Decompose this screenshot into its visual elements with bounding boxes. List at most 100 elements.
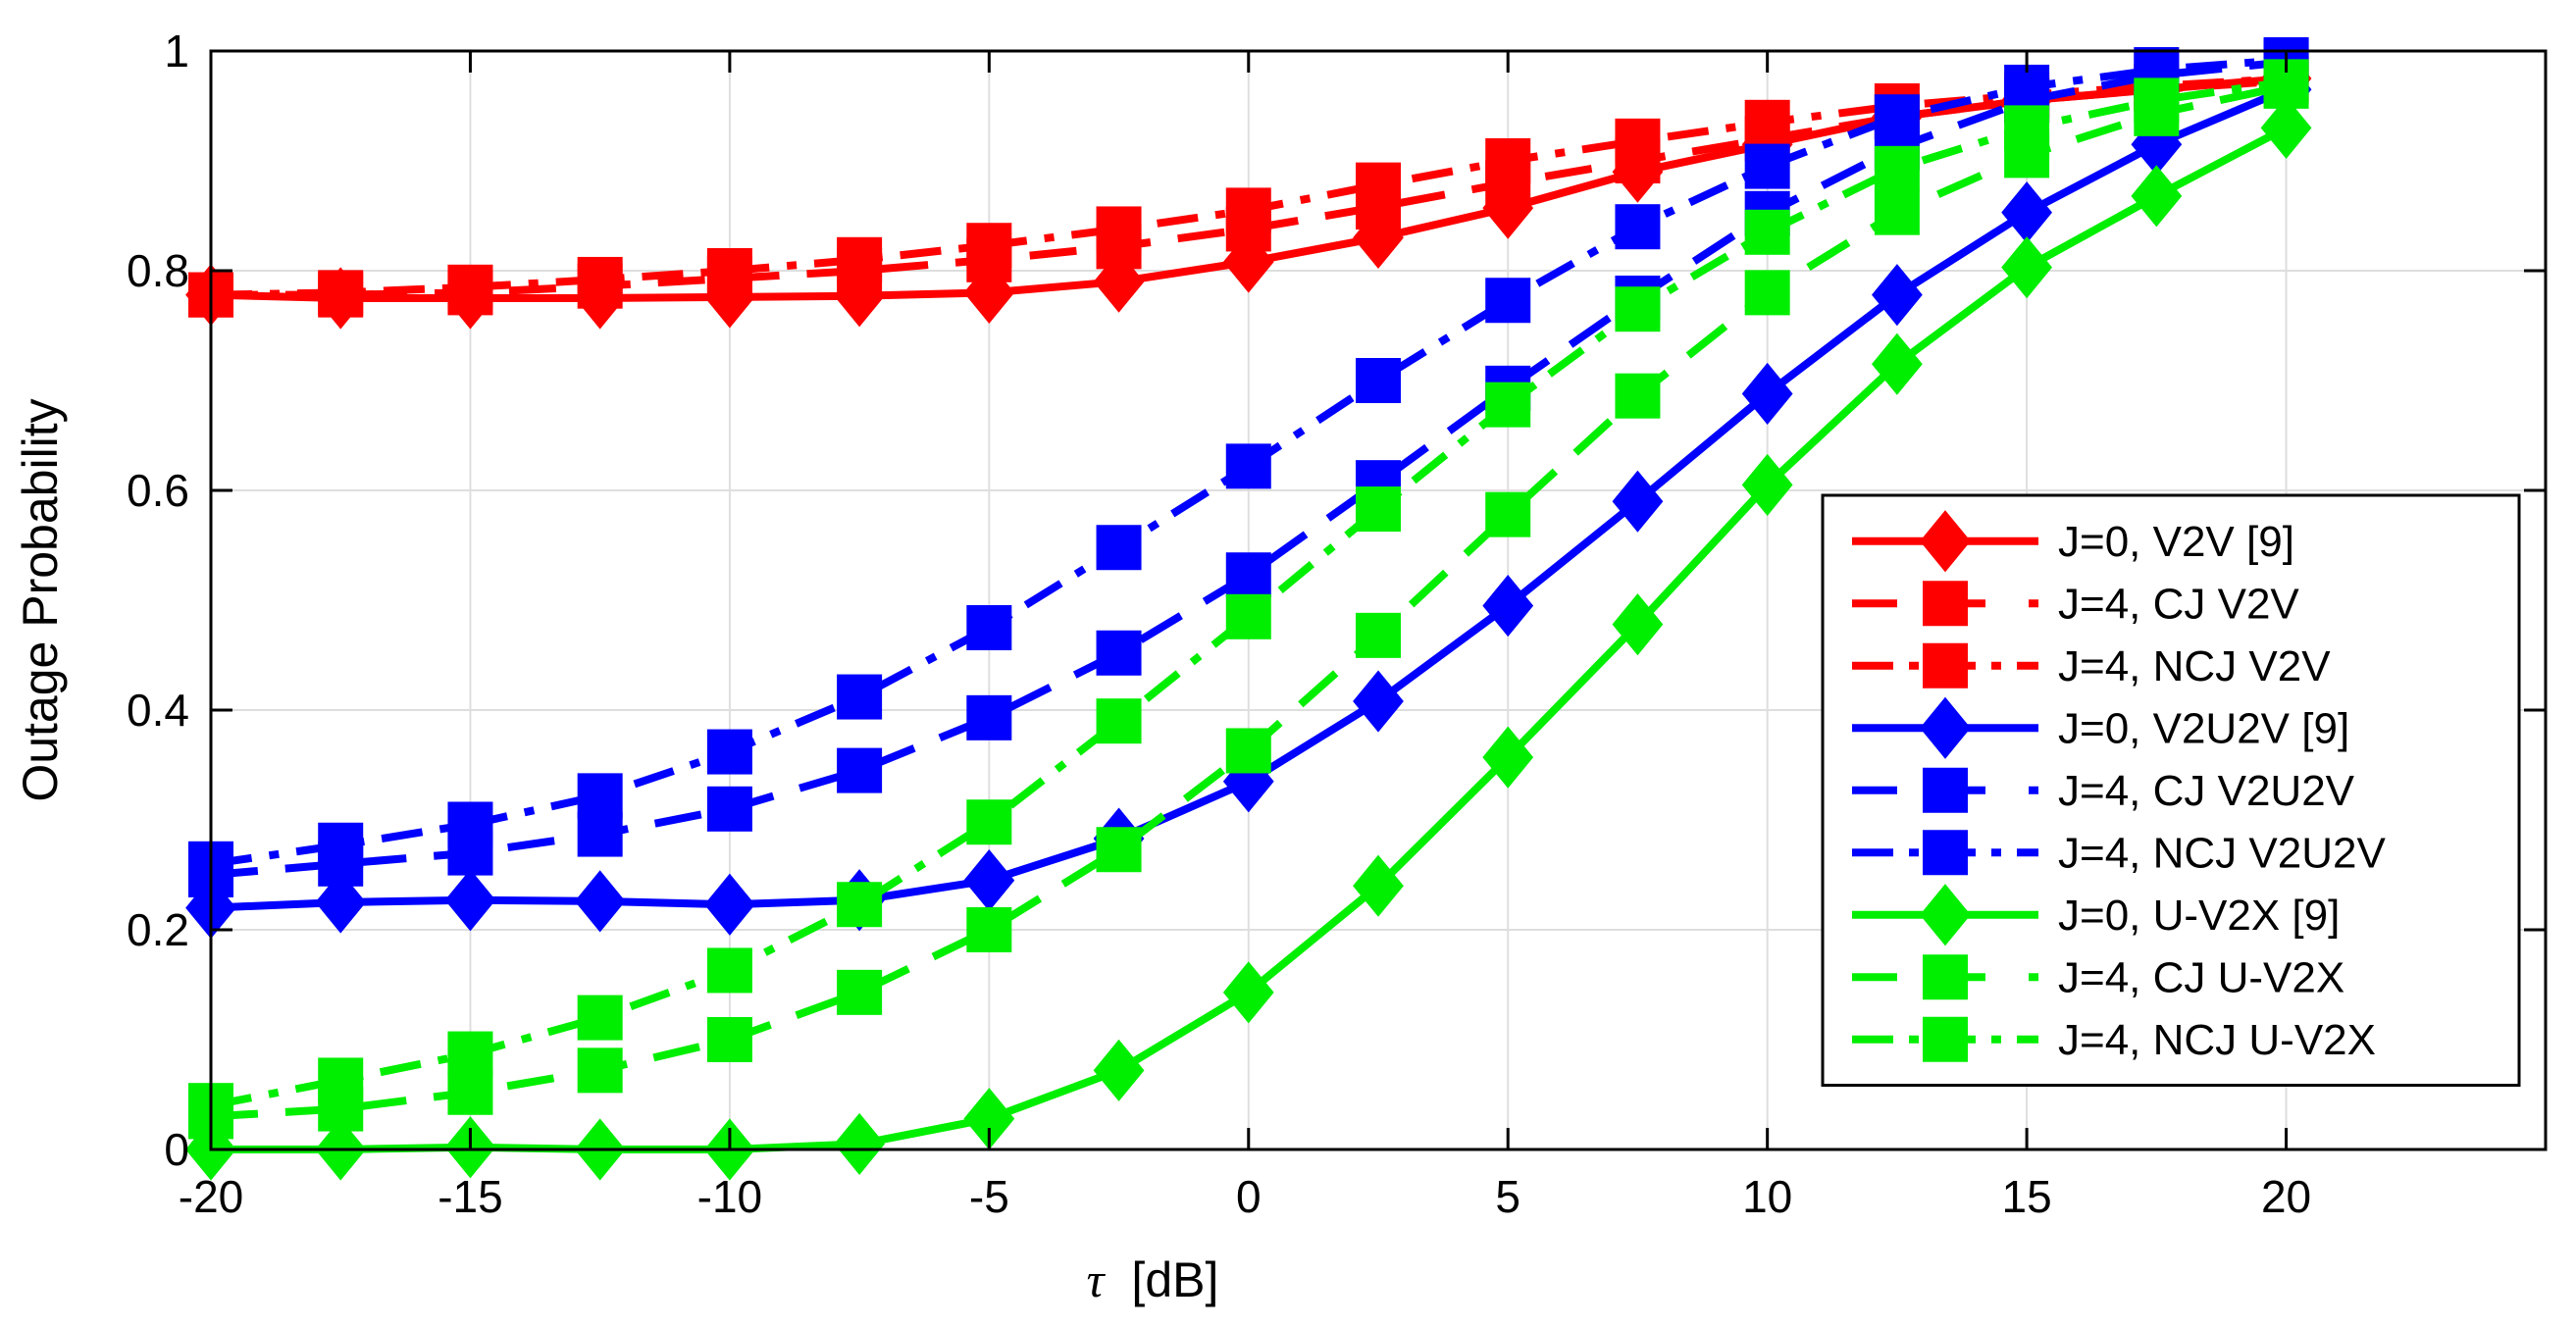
data-point-square bbox=[706, 947, 752, 994]
legend-entry: J=4, CJ U-V2X bbox=[1852, 953, 2344, 1001]
data-point-square bbox=[1356, 612, 1401, 658]
data-point-square bbox=[1923, 581, 1968, 627]
data-point-square bbox=[2004, 105, 2050, 151]
data-point-diamond bbox=[2001, 181, 2053, 244]
data-point-square bbox=[447, 1031, 493, 1077]
data-point-square bbox=[1615, 118, 1661, 164]
data-point-square bbox=[577, 773, 623, 819]
legend-entry: J=4, NCJ U-V2X bbox=[1852, 1016, 2376, 1064]
y-tick-label: 0.8 bbox=[127, 245, 189, 296]
data-point-square bbox=[1225, 593, 1271, 639]
data-point-square bbox=[706, 729, 752, 775]
data-point-diamond bbox=[1612, 470, 1664, 533]
data-point-square bbox=[837, 969, 883, 1015]
x-tick-label: -5 bbox=[969, 1171, 1009, 1222]
legend: J=0, V2V [9] J=4, CJ V2V J=4, NCJ V2V J=0, … bbox=[1821, 493, 2521, 1087]
data-point-square bbox=[966, 907, 1012, 952]
legend-entry: J=4, CJ V2V bbox=[1852, 580, 2299, 628]
data-point-square bbox=[1096, 630, 1142, 676]
data-point-square bbox=[1225, 552, 1271, 598]
data-point-diamond bbox=[1871, 264, 1923, 327]
data-point-diamond bbox=[1871, 332, 1923, 395]
data-point-diamond bbox=[834, 1112, 886, 1175]
data-point-square bbox=[837, 882, 883, 928]
series-line bbox=[211, 77, 2287, 299]
data-point-square bbox=[1485, 491, 1531, 537]
data-point-square bbox=[1485, 278, 1531, 324]
data-point-square bbox=[1923, 1016, 1968, 1062]
data-point-square bbox=[1096, 525, 1142, 571]
plot-frame bbox=[209, 49, 2548, 1151]
data-point-diamond bbox=[1920, 510, 1971, 573]
data-point-square bbox=[1874, 94, 1920, 140]
legend-entry: J=0, U-V2X [9] bbox=[1852, 884, 2340, 946]
data-point-square bbox=[1356, 358, 1401, 403]
legend-label: J=0, V2V [9] bbox=[2058, 518, 2294, 566]
legend-label: J=4, NCJ U-V2X bbox=[2058, 1016, 2376, 1064]
x-axis-symbol: τ bbox=[1087, 1252, 1107, 1307]
data-point-diamond bbox=[1920, 884, 1971, 946]
legend-label: J=4, CJ V2V bbox=[2058, 580, 2299, 628]
legend-label: J=4, NCJ V2V bbox=[2058, 642, 2331, 690]
legend-label: J=0, V2U2V [9] bbox=[2058, 704, 2349, 752]
data-point-square bbox=[1874, 145, 1920, 191]
data-point-diamond bbox=[1353, 854, 1404, 917]
data-point-square bbox=[1615, 204, 1661, 250]
data-point-square bbox=[1744, 143, 1790, 189]
x-tick-label: -10 bbox=[697, 1171, 762, 1222]
data-point-square bbox=[1485, 138, 1531, 183]
data-point-diamond bbox=[963, 849, 1015, 912]
x-tick-label: 10 bbox=[1742, 1171, 1792, 1222]
data-point-diamond bbox=[703, 873, 755, 936]
legend-label: J=4, NCJ V2U2V bbox=[2058, 829, 2386, 877]
legend-label: J=4, CJ V2U2V bbox=[2058, 767, 2355, 815]
data-point-diamond bbox=[1612, 593, 1664, 656]
y-tick-label: 0.2 bbox=[127, 904, 189, 955]
data-point-square bbox=[447, 264, 493, 310]
data-point-square bbox=[577, 995, 623, 1041]
y-tick-label: 1 bbox=[164, 26, 189, 77]
data-point-square bbox=[318, 270, 364, 316]
x-tick-label: 5 bbox=[1495, 1171, 1520, 1222]
data-point-diamond bbox=[1093, 1039, 1145, 1101]
data-point-square bbox=[706, 248, 752, 293]
data-point-diamond bbox=[2260, 96, 2312, 159]
data-point-square bbox=[837, 674, 883, 720]
x-tick-label: 15 bbox=[2002, 1171, 2052, 1222]
tick-labels: -20 -15 -10 -5 0 5 10 15 20 0 0.2 0.4 0.6 0.8 1 bbox=[127, 26, 2311, 1222]
x-axis-label: τ [dB] bbox=[1087, 1252, 1219, 1307]
data-point-square bbox=[837, 747, 883, 793]
data-point-square bbox=[1923, 642, 1968, 689]
x-tick-label: -20 bbox=[179, 1171, 243, 1222]
data-point-square bbox=[1225, 728, 1271, 774]
data-point-square bbox=[837, 236, 883, 282]
data-point-square bbox=[1874, 189, 1920, 235]
legend-entry: J=4, NCJ V2V bbox=[1852, 642, 2331, 690]
data-point-square bbox=[1744, 99, 1790, 145]
data-point-square bbox=[1096, 206, 1142, 252]
data-point-square bbox=[1923, 767, 1968, 813]
data-point-square bbox=[706, 1017, 752, 1062]
legend-entry: J=0, V2V [9] bbox=[1852, 510, 2294, 573]
data-point-square bbox=[447, 801, 493, 847]
y-tick-label: 0.4 bbox=[127, 685, 189, 736]
data-point-square bbox=[1225, 443, 1271, 489]
data-point-square bbox=[966, 694, 1012, 740]
data-point-square bbox=[1615, 286, 1661, 332]
series-layer bbox=[185, 36, 2312, 1181]
data-point-square bbox=[966, 799, 1012, 845]
data-point-diamond bbox=[1482, 575, 1534, 638]
data-point-square bbox=[966, 605, 1012, 650]
data-point-square bbox=[577, 256, 623, 302]
data-point-diamond bbox=[1353, 670, 1404, 733]
data-point-square bbox=[1356, 162, 1401, 208]
data-point-square bbox=[1356, 486, 1401, 533]
data-point-square bbox=[1923, 830, 1968, 876]
data-point-square bbox=[318, 1057, 364, 1103]
data-point-square bbox=[1744, 270, 1790, 316]
series-line bbox=[210, 77, 2288, 1110]
legend-entry: J=0, V2U2V [9] bbox=[1852, 696, 2349, 759]
y-axis-label: Outage Probability bbox=[13, 398, 68, 801]
x-tick-label: -15 bbox=[438, 1171, 502, 1222]
data-point-square bbox=[2134, 77, 2180, 124]
